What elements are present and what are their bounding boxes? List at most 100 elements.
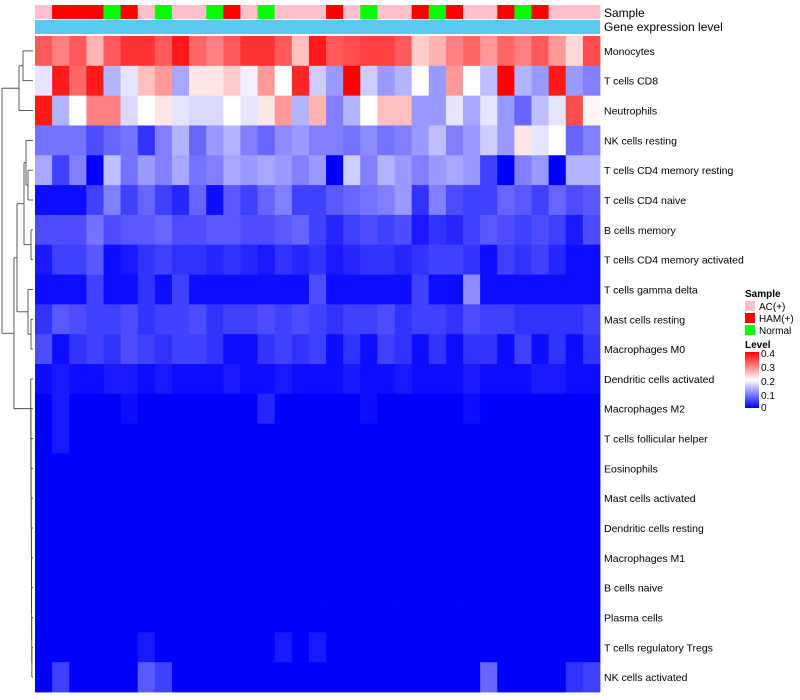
heatmap-cell bbox=[531, 632, 550, 663]
heatmap-cell bbox=[206, 36, 224, 67]
heatmap-cell bbox=[514, 423, 532, 454]
heatmap-cell bbox=[257, 364, 276, 395]
heatmap-cell bbox=[308, 393, 327, 425]
sample-annotation-cell bbox=[565, 5, 584, 19]
heatmap-cell bbox=[548, 483, 567, 514]
heatmap-cell bbox=[154, 304, 173, 335]
heatmap-cell bbox=[360, 214, 378, 246]
heatmap-cell bbox=[377, 244, 395, 275]
heatmap-cell bbox=[137, 334, 156, 365]
heatmap-cell bbox=[137, 36, 156, 67]
heatmap-cell bbox=[69, 364, 87, 395]
heatmap-cell bbox=[103, 125, 122, 156]
heatmap-cell bbox=[343, 95, 361, 126]
heatmap-cell bbox=[497, 513, 515, 544]
heatmap-cell bbox=[377, 185, 395, 216]
heatmap-cell bbox=[69, 662, 87, 693]
heatmap-cell bbox=[463, 423, 481, 454]
heatmap-cell bbox=[308, 662, 327, 693]
heatmap-cell bbox=[86, 632, 104, 663]
heatmap-cell bbox=[291, 423, 310, 454]
heatmap-cell bbox=[531, 185, 550, 216]
heatmap-cell bbox=[445, 65, 464, 97]
sample-annotation-cell bbox=[394, 5, 413, 19]
heatmap-cell bbox=[240, 453, 258, 484]
heatmap-cell bbox=[377, 662, 395, 693]
heatmap-cell bbox=[86, 274, 104, 305]
heatmap-cell bbox=[394, 244, 413, 275]
heatmap-cell bbox=[120, 423, 139, 454]
heatmap-cell bbox=[428, 542, 447, 574]
heatmap-cell bbox=[154, 334, 173, 365]
heatmap-cell bbox=[497, 274, 515, 305]
heatmap-cell bbox=[514, 125, 532, 156]
heatmap-cell bbox=[86, 572, 104, 603]
heatmap-cell bbox=[35, 662, 53, 693]
heatmap-cell bbox=[103, 65, 122, 97]
heatmap-cell bbox=[428, 602, 447, 633]
heatmap-cell bbox=[445, 542, 464, 574]
sample-annotation-cell bbox=[497, 5, 515, 19]
heatmap-cell bbox=[35, 244, 53, 275]
heatmap-cell bbox=[52, 364, 70, 395]
heatmap-cell bbox=[548, 393, 567, 425]
heatmap-cell bbox=[189, 155, 207, 186]
heatmap-cell bbox=[137, 214, 156, 246]
heatmap-cell bbox=[497, 662, 515, 693]
heatmap-cell bbox=[565, 662, 584, 693]
heatmap-cell bbox=[171, 125, 190, 156]
heatmap-cell bbox=[497, 95, 515, 126]
heatmap-cell bbox=[548, 662, 567, 693]
row-dendrogram bbox=[1, 50, 33, 678]
heatmap-cell bbox=[445, 393, 464, 425]
heatmap-cell bbox=[514, 334, 532, 365]
heatmap-cell bbox=[120, 334, 139, 365]
sample-annotation-cell bbox=[274, 5, 293, 19]
heatmap-cell bbox=[240, 185, 258, 216]
heatmap-cell bbox=[189, 483, 207, 514]
heatmap-cell bbox=[189, 304, 207, 335]
heatmap-cell bbox=[171, 214, 190, 246]
heatmap-cell bbox=[189, 65, 207, 97]
sample-annotation-cell bbox=[308, 5, 327, 19]
heatmap-cell bbox=[35, 542, 53, 574]
heatmap-cell bbox=[223, 453, 241, 484]
row-label: Eosinophils bbox=[604, 463, 658, 475]
heatmap-cell bbox=[480, 423, 498, 454]
heatmap-cell bbox=[360, 483, 378, 514]
heatmap-cell bbox=[257, 155, 276, 186]
heatmap-cell bbox=[103, 393, 122, 425]
heatmap-cell bbox=[291, 65, 310, 97]
heatmap-cell bbox=[120, 36, 139, 67]
heatmap-cell bbox=[274, 513, 293, 544]
heatmap-cell bbox=[531, 364, 550, 395]
heatmap-cell bbox=[206, 334, 224, 365]
heatmap-cell bbox=[394, 304, 413, 335]
heatmap-cell bbox=[154, 483, 173, 514]
heatmap-cell bbox=[497, 334, 515, 365]
heatmap-cell bbox=[548, 125, 567, 156]
heatmap-cell bbox=[291, 483, 310, 514]
heatmap-cell bbox=[360, 95, 378, 126]
heatmap-cell bbox=[274, 214, 293, 246]
heatmap-cell bbox=[514, 602, 532, 633]
heatmap-cell bbox=[86, 542, 104, 574]
heatmap-cell bbox=[308, 483, 327, 514]
heatmap-cell bbox=[240, 334, 258, 365]
heatmap-cell bbox=[86, 513, 104, 544]
heatmap-cell bbox=[240, 155, 258, 186]
heatmap-cell bbox=[394, 423, 413, 454]
sample-annotation-cell bbox=[582, 5, 601, 19]
heatmap-cell bbox=[394, 513, 413, 544]
heatmap-cell bbox=[428, 185, 447, 216]
sample-annotation-cell bbox=[411, 5, 430, 19]
heatmap-cell bbox=[86, 125, 104, 156]
heatmap-cell bbox=[257, 513, 276, 544]
sample-annotation-cell bbox=[531, 5, 550, 19]
row-label: B cells naive bbox=[604, 583, 663, 595]
heatmap-cell bbox=[463, 364, 481, 395]
heatmap-cell bbox=[394, 602, 413, 633]
heatmap-cell bbox=[35, 393, 53, 425]
heatmap-cell bbox=[206, 185, 224, 216]
